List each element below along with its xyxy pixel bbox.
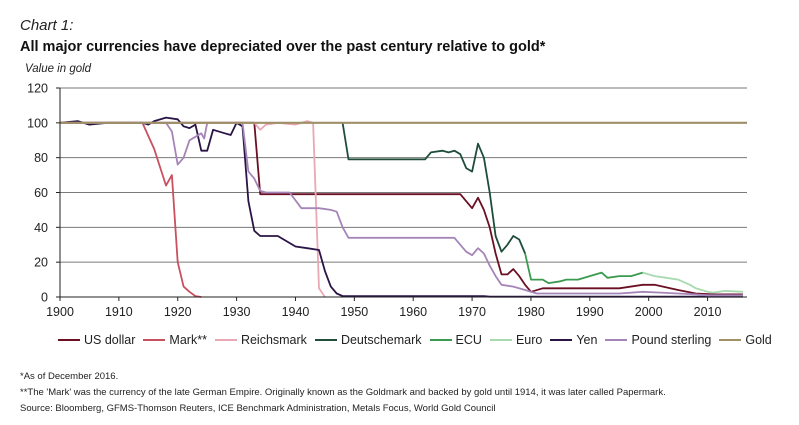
y-tick-label: 120 bbox=[27, 82, 48, 96]
series-line-euro bbox=[642, 271, 743, 294]
legend-item: US dollar bbox=[58, 333, 135, 347]
y-tick-label: 100 bbox=[27, 116, 48, 130]
x-tick-label: 1940 bbox=[282, 305, 310, 319]
y-tick-label: 80 bbox=[34, 151, 48, 165]
legend-item: Reichsmark bbox=[214, 333, 307, 347]
y-axis-ticks: 0 20 40 60 80 100 120 bbox=[27, 82, 60, 305]
legend-item: Deutschemark bbox=[314, 333, 422, 347]
y-tick-label: 0 bbox=[41, 291, 48, 305]
series-lines bbox=[59, 116, 747, 298]
legend-item: Pound sterling bbox=[605, 333, 711, 347]
legend-swatch bbox=[719, 339, 742, 341]
x-tick-label: 1950 bbox=[340, 305, 368, 319]
legend-swatch bbox=[314, 339, 337, 341]
series-line-us-dollar bbox=[60, 121, 743, 296]
x-tick-label: 2010 bbox=[694, 305, 722, 319]
x-tick-label: 1900 bbox=[46, 305, 74, 319]
legend-label: Deutschemark bbox=[340, 333, 422, 347]
x-tick-label: 1930 bbox=[223, 305, 251, 319]
x-tick-label: 1960 bbox=[399, 305, 427, 319]
legend-swatch bbox=[58, 339, 80, 341]
source-note: Source: Bloomberg, GFMS-Thomson Reuters,… bbox=[20, 403, 496, 414]
x-tick-label: 2000 bbox=[635, 305, 663, 319]
y-tick-label: 20 bbox=[34, 256, 48, 270]
footnote-date: *As of December 2016. bbox=[20, 371, 119, 382]
legend-swatch bbox=[605, 339, 628, 341]
legend: US dollar Mark** Reichsmark Deutschemark ECU… bbox=[58, 333, 780, 347]
x-tick-label: 1980 bbox=[517, 305, 545, 319]
y-axis-label: Value in gold bbox=[25, 63, 92, 75]
chart-title: All major currencies have depreciated ov… bbox=[20, 39, 546, 55]
x-tick-label: 1920 bbox=[164, 305, 192, 319]
legend-label: US dollar bbox=[84, 333, 136, 347]
legend-item: ECU bbox=[429, 333, 482, 347]
legend-item: Yen bbox=[550, 333, 597, 347]
legend-label: Yen bbox=[576, 333, 598, 347]
legend-label: Mark** bbox=[169, 333, 207, 347]
legend-label: Reichsmark bbox=[240, 333, 307, 347]
axes bbox=[59, 88, 747, 298]
line-chart: 0 20 40 60 80 100 120 1900 1910 1920 1930 1940 1950… bbox=[27, 82, 747, 319]
series-line-deutschemark bbox=[341, 122, 526, 254]
series-line-pound-sterling bbox=[60, 121, 743, 297]
legend-swatch bbox=[143, 339, 166, 341]
legend-item: Euro bbox=[489, 333, 543, 347]
x-tick-label: 1970 bbox=[458, 305, 486, 319]
legend-item: Gold bbox=[719, 333, 772, 347]
x-tick-label: 1990 bbox=[576, 305, 604, 319]
series-line-ecu bbox=[524, 253, 644, 284]
footnote-mark: **The 'Mark' was the currency of the lat… bbox=[20, 387, 666, 398]
legend-label: Euro bbox=[515, 333, 543, 347]
x-axis-ticks: 1900 1910 1920 1930 1940 1950 1960 1970 1980 1990… bbox=[46, 297, 722, 319]
y-tick-label: 40 bbox=[34, 221, 48, 235]
legend-swatch bbox=[489, 339, 512, 341]
legend-item: Mark** bbox=[143, 333, 207, 347]
legend-swatch bbox=[550, 339, 573, 341]
chart-kicker: Chart 1: bbox=[20, 17, 74, 34]
x-tick-label: 1910 bbox=[105, 305, 133, 319]
legend-swatch bbox=[214, 339, 237, 341]
legend-label: ECU bbox=[455, 333, 482, 347]
series-line-yen bbox=[59, 116, 743, 298]
series-line-mark bbox=[60, 121, 202, 298]
footnotes: *As of December 2016. **The 'Mark' was t… bbox=[20, 369, 666, 417]
legend-label: Gold bbox=[745, 333, 772, 347]
legend-label: Pound sterling bbox=[631, 333, 712, 347]
y-tick-label: 60 bbox=[34, 186, 48, 200]
legend-swatch bbox=[429, 339, 452, 341]
